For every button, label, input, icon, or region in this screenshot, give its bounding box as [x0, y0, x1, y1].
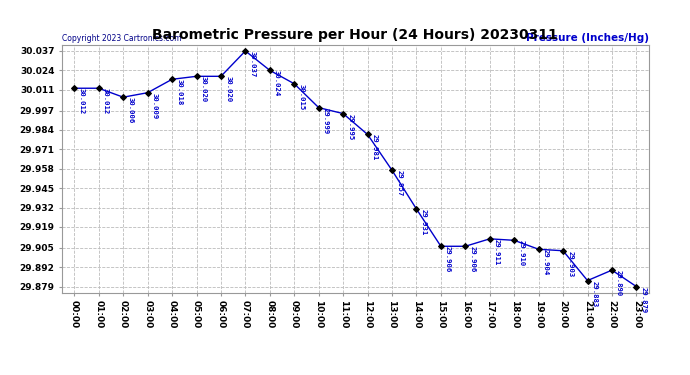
Text: 30.020: 30.020	[225, 76, 231, 102]
Text: 29.931: 29.931	[421, 209, 426, 235]
Text: 29.995: 29.995	[347, 114, 353, 140]
Text: 30.020: 30.020	[201, 76, 207, 102]
Point	[191, 73, 202, 79]
Text: 29.883: 29.883	[591, 280, 598, 307]
Point	[411, 206, 422, 212]
Point	[264, 68, 275, 74]
Text: Copyright 2023 Cartronics.com: Copyright 2023 Cartronics.com	[62, 33, 181, 42]
Text: 30.037: 30.037	[250, 51, 255, 77]
Point	[337, 111, 348, 117]
Title: Barometric Pressure per Hour (24 Hours) 20230311: Barometric Pressure per Hour (24 Hours) …	[152, 28, 558, 42]
Text: 29.906: 29.906	[445, 246, 451, 273]
Point	[460, 243, 471, 249]
Text: 30.018: 30.018	[176, 79, 182, 105]
Text: 29.999: 29.999	[323, 108, 329, 134]
Point	[435, 243, 446, 249]
Point	[607, 267, 618, 273]
Point	[509, 237, 520, 243]
Point	[362, 132, 373, 138]
Text: 30.015: 30.015	[298, 84, 304, 110]
Point	[118, 94, 129, 100]
Text: 30.024: 30.024	[274, 70, 280, 97]
Text: 29.890: 29.890	[616, 270, 622, 296]
Point	[288, 81, 299, 87]
Point	[215, 73, 226, 79]
Text: 29.904: 29.904	[543, 249, 549, 276]
Point	[69, 85, 80, 91]
Text: 29.903: 29.903	[567, 251, 573, 277]
Text: 29.957: 29.957	[396, 170, 402, 196]
Point	[313, 105, 324, 111]
Text: 30.012: 30.012	[103, 88, 109, 114]
Point	[166, 76, 177, 82]
Text: 29.981: 29.981	[372, 135, 377, 161]
Point	[240, 48, 251, 54]
Point	[631, 284, 642, 290]
Text: 29.910: 29.910	[518, 240, 524, 267]
Point	[142, 90, 153, 96]
Text: Pressure (Inches/Hg): Pressure (Inches/Hg)	[526, 33, 649, 42]
Point	[93, 85, 104, 91]
Text: 29.906: 29.906	[469, 246, 475, 273]
Text: 29.879: 29.879	[640, 286, 647, 313]
Text: 30.009: 30.009	[152, 93, 158, 119]
Point	[582, 278, 593, 284]
Text: 29.911: 29.911	[494, 239, 500, 265]
Point	[386, 167, 397, 173]
Point	[558, 248, 569, 254]
Point	[484, 236, 495, 242]
Point	[533, 246, 544, 252]
Text: 30.006: 30.006	[128, 97, 133, 123]
Text: 30.012: 30.012	[79, 88, 84, 114]
